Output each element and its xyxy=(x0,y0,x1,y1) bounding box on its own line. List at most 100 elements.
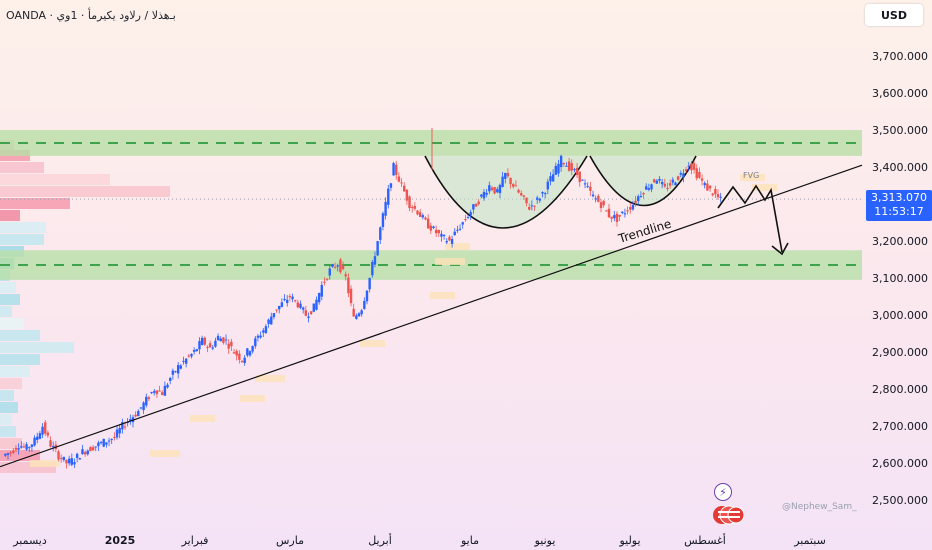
candle-body xyxy=(591,194,595,197)
candle-body xyxy=(583,183,587,185)
candle-body xyxy=(254,338,257,347)
zone-band xyxy=(0,130,862,156)
candle-body xyxy=(663,183,667,187)
candle-body xyxy=(4,453,7,456)
x-tick-label: مارس xyxy=(276,534,304,547)
candle-body xyxy=(410,207,414,209)
candle-body xyxy=(83,451,87,455)
x-tick-label: مايو xyxy=(460,534,479,547)
candle-body xyxy=(535,197,539,200)
candle-body xyxy=(51,446,55,448)
candle-body xyxy=(272,313,276,318)
fvg-box xyxy=(190,415,215,422)
candle-body xyxy=(243,357,246,364)
candle-body xyxy=(698,171,701,178)
x-tick-label: ديسمبر xyxy=(12,534,47,547)
candle-body xyxy=(645,186,648,190)
candle-body xyxy=(299,303,302,308)
candle-body xyxy=(623,213,627,215)
candle-body xyxy=(395,164,398,175)
candle-body xyxy=(679,173,682,175)
us-flag-icon[interactable] xyxy=(712,505,744,525)
candle-body xyxy=(485,192,488,195)
candle-body xyxy=(240,360,244,362)
candle-body xyxy=(219,338,222,342)
candle-body xyxy=(549,176,552,182)
candle-body xyxy=(546,181,550,190)
candle-body xyxy=(328,268,331,276)
candle-body xyxy=(605,210,608,212)
candle-body xyxy=(687,165,690,167)
candle-body xyxy=(684,169,688,172)
candle-body xyxy=(480,194,483,197)
candle-body xyxy=(22,446,26,448)
candle-body xyxy=(291,296,294,300)
volume-profile-bar xyxy=(0,306,12,317)
candle-body xyxy=(333,266,337,268)
candle-body xyxy=(232,352,236,354)
candle-body xyxy=(448,236,451,241)
candle-body xyxy=(347,277,350,294)
candle-body xyxy=(711,193,714,196)
volume-profile-bar xyxy=(0,462,56,473)
candle-body xyxy=(392,163,395,176)
candle-body xyxy=(472,204,475,210)
candle-body xyxy=(230,341,233,347)
x-tick-label: أغسطس xyxy=(684,533,726,547)
candle-body xyxy=(105,442,108,445)
candle-body xyxy=(387,188,390,205)
candle-body xyxy=(86,450,89,455)
volume-profile-bar xyxy=(0,390,14,401)
fvg-box xyxy=(430,292,455,299)
y-tick-label: 3,000.000 xyxy=(872,309,928,322)
candle-body xyxy=(248,351,252,356)
candle-body xyxy=(637,196,640,202)
candle-body xyxy=(445,241,448,243)
candle-body xyxy=(708,185,712,189)
volume-profile xyxy=(0,140,170,473)
candle-body xyxy=(158,390,161,392)
candle-body xyxy=(355,315,358,319)
candle-body xyxy=(421,215,425,218)
candle-body xyxy=(453,231,456,236)
candle-body xyxy=(9,452,12,454)
candle-body xyxy=(464,219,467,221)
candle-body xyxy=(570,163,573,171)
candle-body xyxy=(91,447,95,451)
candle-body xyxy=(153,391,156,393)
x-tick-label: 2025 xyxy=(105,534,136,547)
symbol-header[interactable]: OANDA · بـ‌هذلا / رلاود يكيرمأ · 1وي xyxy=(6,9,176,22)
y-tick-label: 2,500.000 xyxy=(872,494,928,507)
x-tick-label: يوليو xyxy=(618,534,640,547)
candle-body xyxy=(373,256,377,265)
candle-body xyxy=(613,215,616,219)
candle-body xyxy=(557,163,560,174)
flash-icon[interactable]: ⚡ xyxy=(714,483,732,501)
fvg-box xyxy=(240,395,265,402)
volume-profile-bar xyxy=(0,294,20,305)
candle-body xyxy=(301,307,305,310)
trendline-group: Trendline xyxy=(0,164,863,468)
candle-body xyxy=(581,179,584,181)
candle-body xyxy=(482,191,486,199)
candle-body xyxy=(14,448,18,450)
candle-body xyxy=(283,299,286,301)
candle-body xyxy=(256,335,260,338)
candle-body xyxy=(538,198,542,201)
candle-body xyxy=(107,440,111,442)
volume-profile-bar xyxy=(0,162,44,173)
candle-body xyxy=(621,211,624,214)
candle-body xyxy=(155,390,159,395)
candle-body xyxy=(397,176,401,182)
candle-body xyxy=(36,436,39,440)
candle-body xyxy=(528,206,531,210)
candle-body xyxy=(376,241,379,256)
candle-body xyxy=(118,428,121,434)
fvg-box xyxy=(445,243,470,250)
currency-button[interactable]: USD xyxy=(865,4,923,26)
candle-body xyxy=(325,278,329,280)
y-tick-label: 3,100.000 xyxy=(872,272,928,285)
candle-body xyxy=(182,360,185,362)
volume-profile-bar xyxy=(0,198,70,209)
